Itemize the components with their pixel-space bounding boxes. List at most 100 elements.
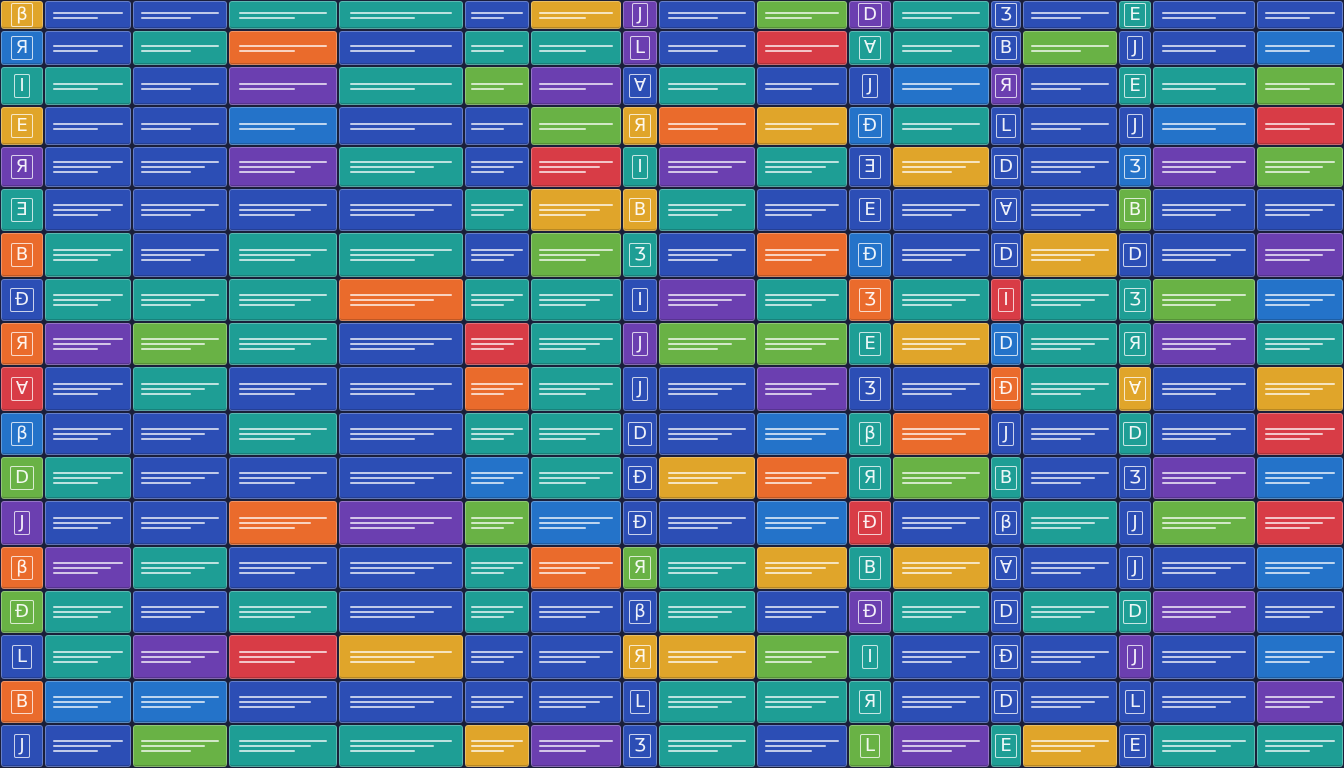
tile-text-lines [1264,696,1336,708]
tile-line [141,696,219,698]
tile-line [52,472,124,474]
tile-line [350,16,416,19]
tile-text-lines [901,740,981,752]
tile-line [1264,44,1336,47]
tile-line [1264,82,1336,85]
tile-line [1031,166,1095,168]
tile-glyph-icon: Ɐ [10,377,34,401]
tile-line [1162,517,1246,519]
tile-line [350,745,434,747]
tile-line [539,482,587,484]
tile-line [141,393,191,395]
tile-line [1264,433,1323,435]
tile-line [1031,122,1109,125]
tile-line [765,616,813,618]
mosaic-tile [893,635,989,679]
tile-glyph-icon: D [994,332,1018,356]
tile-line [539,249,613,251]
tile-line [470,348,505,350]
tile-line [1264,16,1310,19]
tile-line [1031,44,1109,47]
tile-text-lines [667,740,747,752]
tile-line [350,701,434,703]
tile-glyph-icon: B [858,556,882,580]
tile-text-lines [52,161,124,173]
tile-line [52,567,111,569]
tile-line [350,254,434,256]
tile-line [350,562,452,564]
mosaic-tile [133,323,227,365]
tile-line [1031,438,1081,440]
mosaic-tile [893,367,989,411]
tile-text-lines [667,606,747,618]
tile-line [539,651,613,653]
mosaic-tile [229,591,337,633]
mosaic-tile [1153,323,1255,365]
tile-line [238,348,296,350]
tile-line [52,428,124,430]
tile-line [141,49,191,52]
tile-line [539,166,600,168]
tile-line [52,696,124,698]
tile-line [901,433,967,435]
tile-line [1264,572,1310,574]
tile-text-lines [765,696,839,708]
tile-line [350,348,416,350]
tile-text-lines [667,472,747,484]
tile-line [52,348,98,350]
tile-line [765,161,839,163]
tile-line [470,611,514,613]
mosaic-tile [531,31,621,65]
tile-line [1162,740,1246,742]
mosaic-tile [45,635,131,679]
mosaic-tile: J [1119,635,1151,679]
tile-text-lines [52,606,124,618]
mosaic-tile [465,635,529,679]
mosaic-tile [659,501,755,545]
tile-line [470,393,505,395]
mosaic-tile [1153,31,1255,65]
tile-line [667,214,719,216]
mosaic-tile [1257,725,1343,767]
tile-text-lines [1162,122,1246,130]
tile-line [470,606,524,608]
tile-line [350,49,416,52]
mosaic-tile [1257,591,1343,633]
tile-line [539,706,587,708]
mosaic-tile: β [1,1,43,29]
tile-line [1162,477,1231,479]
tile-text-lines [1264,249,1336,261]
tile-line [238,428,328,430]
tile-glyph-icon: Ι [862,645,878,669]
tile-line [141,745,205,747]
tile-line [901,517,981,519]
tile-line [470,572,505,574]
tile-line [238,11,328,14]
tile-line [539,304,587,306]
tile-line [141,611,205,613]
mosaic-tile [893,1,989,29]
tile-glyph-icon: Я [858,690,882,714]
tile-text-lines [238,428,328,440]
tile-line [1031,254,1095,256]
tile-text-lines [1031,517,1109,529]
tile-glyph-icon: β [11,422,33,446]
mosaic-tile: Ð [623,501,657,545]
mosaic-tile [133,107,227,145]
tile-line [667,428,747,430]
tile-text-lines [1031,338,1109,350]
tile-line [539,87,587,90]
tile-line [141,472,219,474]
tile-text-lines [52,740,124,752]
tile-text-lines [765,517,839,529]
tile-line [470,567,514,569]
tile-line [1162,527,1216,529]
mosaic-tile: Ɐ [623,67,657,105]
mosaic-tile [465,725,529,767]
mosaic-tile [659,189,755,231]
tile-line [1031,11,1109,14]
tile-glyph-icon: J [1127,645,1143,669]
tile-glyph-icon: β [859,422,881,446]
tile-line [238,44,328,47]
mosaic-tile [1023,107,1117,145]
